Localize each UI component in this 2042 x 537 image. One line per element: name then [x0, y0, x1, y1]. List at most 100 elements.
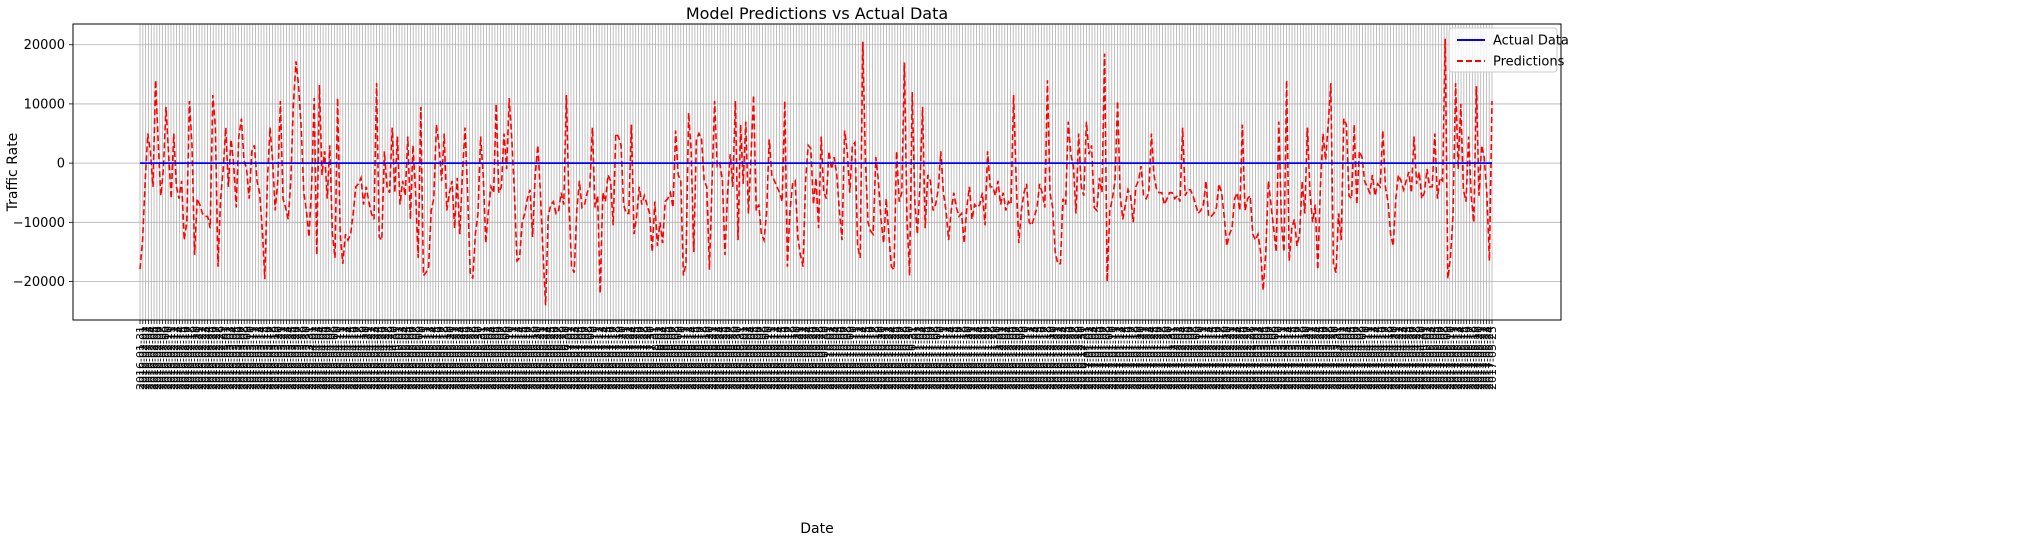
- x-tick-label: 2016-10-31: [906, 326, 919, 390]
- x-tick-label: 2016-07-17: [607, 326, 620, 390]
- x-tick-label: 2016-03-03: [224, 326, 237, 390]
- x-tick-label: 2016-07-08: [582, 326, 595, 390]
- x-tick-label: 2016-04-08: [326, 326, 339, 390]
- x-tick-label: 2016-08-21: [706, 326, 719, 390]
- x-tick-label: 2017-02-18: [1216, 326, 1229, 390]
- x-tick-label: 2016-03-30: [300, 326, 313, 390]
- x-tick-label: 2017-02-26: [1238, 326, 1251, 390]
- x-tick-label: 2016-10-02: [824, 326, 837, 390]
- x-tick-label: 2016-09-27: [810, 326, 823, 390]
- x-tick-label: 2016-02-06: [151, 326, 164, 390]
- x-tick-label: 2016-02-29: [216, 326, 229, 390]
- x-tick-label: 2016-03-25: [286, 326, 299, 390]
- x-tick-label: 2016-05-16: [433, 326, 446, 390]
- x-tick-label: 2016-11-01: [909, 326, 922, 390]
- x-tick-label: 2016-08-27: [723, 326, 736, 390]
- x-tick-label: 2017-03-22: [1306, 326, 1319, 390]
- x-tick-label: 2016-02-12: [168, 326, 181, 390]
- x-tick-label: 2016-10-03: [827, 326, 840, 390]
- x-tick-label: 2016-06-02: [480, 326, 493, 390]
- x-tick-label: 2016-12-03: [999, 326, 1012, 390]
- x-tick-label: 2016-05-09: [413, 326, 426, 390]
- x-tick-label: 2017-01-19: [1131, 326, 1144, 390]
- x-tick-label: 2016-09-16: [779, 326, 792, 390]
- x-tick-label: 2017-03-12: [1278, 326, 1291, 390]
- x-tick-label: 2017-03-15: [1286, 326, 1299, 390]
- x-tick-label: 2016-07-10: [587, 326, 600, 390]
- x-tick-label: 2016-03-05: [230, 326, 243, 390]
- x-tick-label: 2017-04-11: [1362, 326, 1375, 390]
- x-tick-label: 2016-07-20: [616, 326, 629, 390]
- x-tick-label: 2016-04-29: [385, 326, 398, 390]
- x-tick-label: 2016-04-11: [334, 326, 347, 390]
- x-tick-label: 2016-12-18: [1041, 326, 1054, 390]
- x-tick-label: 2016-08-16: [692, 326, 705, 390]
- x-tick-label: 2017-01-25: [1148, 326, 1161, 390]
- x-tick-label: 2017-04-22: [1393, 326, 1406, 390]
- x-tick-label: 2016-07-01: [562, 326, 575, 390]
- x-tick-label: 2016-05-17: [435, 326, 448, 390]
- x-tick-label: 2016-02-11: [165, 326, 178, 390]
- x-tick-label: 2016-12-05: [1004, 326, 1017, 390]
- x-tick-label: 2017-04-20: [1387, 326, 1400, 390]
- x-tick-label: 2016-05-12: [421, 326, 434, 390]
- x-tick-label: 2016-07-24: [627, 326, 640, 390]
- x-tick-label: 2017-02-27: [1241, 326, 1254, 390]
- x-tick-label: 2016-11-15: [948, 326, 961, 390]
- x-tick-label: 2016-01-31: [134, 326, 147, 390]
- x-gridlines: [139, 24, 1493, 320]
- x-tick-label: 2016-06-07: [495, 326, 508, 390]
- chart-title: Model Predictions vs Actual Data: [686, 4, 948, 23]
- x-tick-label: 2017-01-17: [1125, 326, 1138, 390]
- x-tick-label: 2016-06-17: [523, 326, 536, 390]
- x-tick-label: 2016-06-19: [528, 326, 541, 390]
- x-tick-label: 2016-11-11: [937, 326, 950, 390]
- x-tick-label: 2016-05-08: [410, 326, 423, 390]
- x-tick-label: 2016-03-04: [227, 326, 240, 390]
- x-tick-label: 2016-09-10: [762, 326, 775, 390]
- x-tick-label: 2016-02-03: [142, 326, 155, 390]
- x-tick-label: 2016-07-07: [579, 326, 592, 390]
- x-tick-label: 2016-10-25: [889, 326, 902, 390]
- x-tick-label: 2016-03-26: [289, 326, 302, 390]
- x-tick-label: 2017-05-04: [1427, 326, 1440, 390]
- x-tick-label: 2017-01-08: [1100, 326, 1113, 390]
- x-tick-label: 2017-01-07: [1097, 326, 1110, 390]
- x-tick-label: 2016-04-15: [345, 326, 358, 390]
- x-tick-label: 2017-05-05: [1430, 326, 1443, 390]
- x-tick-label: 2016-02-13: [171, 326, 184, 390]
- x-tick-label: 2016-11-05: [920, 326, 933, 390]
- x-tick-label: 2016-11-29: [987, 326, 1000, 390]
- x-tick-label: 2017-01-20: [1134, 326, 1147, 390]
- x-tick-label: 2016-10-21: [878, 326, 891, 390]
- x-tick-label: 2016-05-05: [402, 326, 415, 390]
- x-tick-label: 2017-04-25: [1402, 326, 1415, 390]
- x-tick-label: 2017-03-08: [1266, 326, 1279, 390]
- x-tick-label: 2017-05-24: [1483, 326, 1496, 390]
- x-tick-label: 2016-10-16: [864, 326, 877, 390]
- series-layer: [139, 38, 1493, 306]
- x-tick-label: 2016-02-17: [182, 326, 195, 390]
- x-tick-label: 2016-09-22: [796, 326, 809, 390]
- x-tick-label: 2016-06-03: [483, 326, 496, 390]
- x-tick-label: 2017-03-09: [1269, 326, 1282, 390]
- x-tick-label: 2016-09-07: [754, 326, 767, 390]
- x-tick-label: 2016-12-13: [1027, 326, 1040, 390]
- x-tick-label: 2017-04-23: [1396, 326, 1409, 390]
- x-tick-label: 2017-05-21: [1475, 326, 1488, 390]
- x-tick-label: 2017-04-06: [1348, 326, 1361, 390]
- x-tick-label: 2016-02-24: [202, 326, 215, 390]
- x-tick-label: 2016-06-08: [497, 326, 510, 390]
- x-tick-label: 2016-05-27: [464, 326, 477, 390]
- x-tick-label: 2017-04-15: [1373, 326, 1386, 390]
- x-tick-label: 2016-08-29: [728, 326, 741, 390]
- x-tick-label: 2016-04-17: [351, 326, 364, 390]
- x-tick-label: 2017-02-06: [1182, 326, 1195, 390]
- x-tick-label: 2017-02-20: [1221, 326, 1234, 390]
- x-tick-label: 2017-01-13: [1114, 326, 1127, 390]
- y-axis: −20000 −10000 0 10000 20000: [13, 38, 73, 290]
- x-tick-label: 2017-02-03: [1173, 326, 1186, 390]
- x-tick-label: 2016-11-14: [945, 326, 958, 390]
- x-tick-label: 2016-11-16: [951, 326, 964, 390]
